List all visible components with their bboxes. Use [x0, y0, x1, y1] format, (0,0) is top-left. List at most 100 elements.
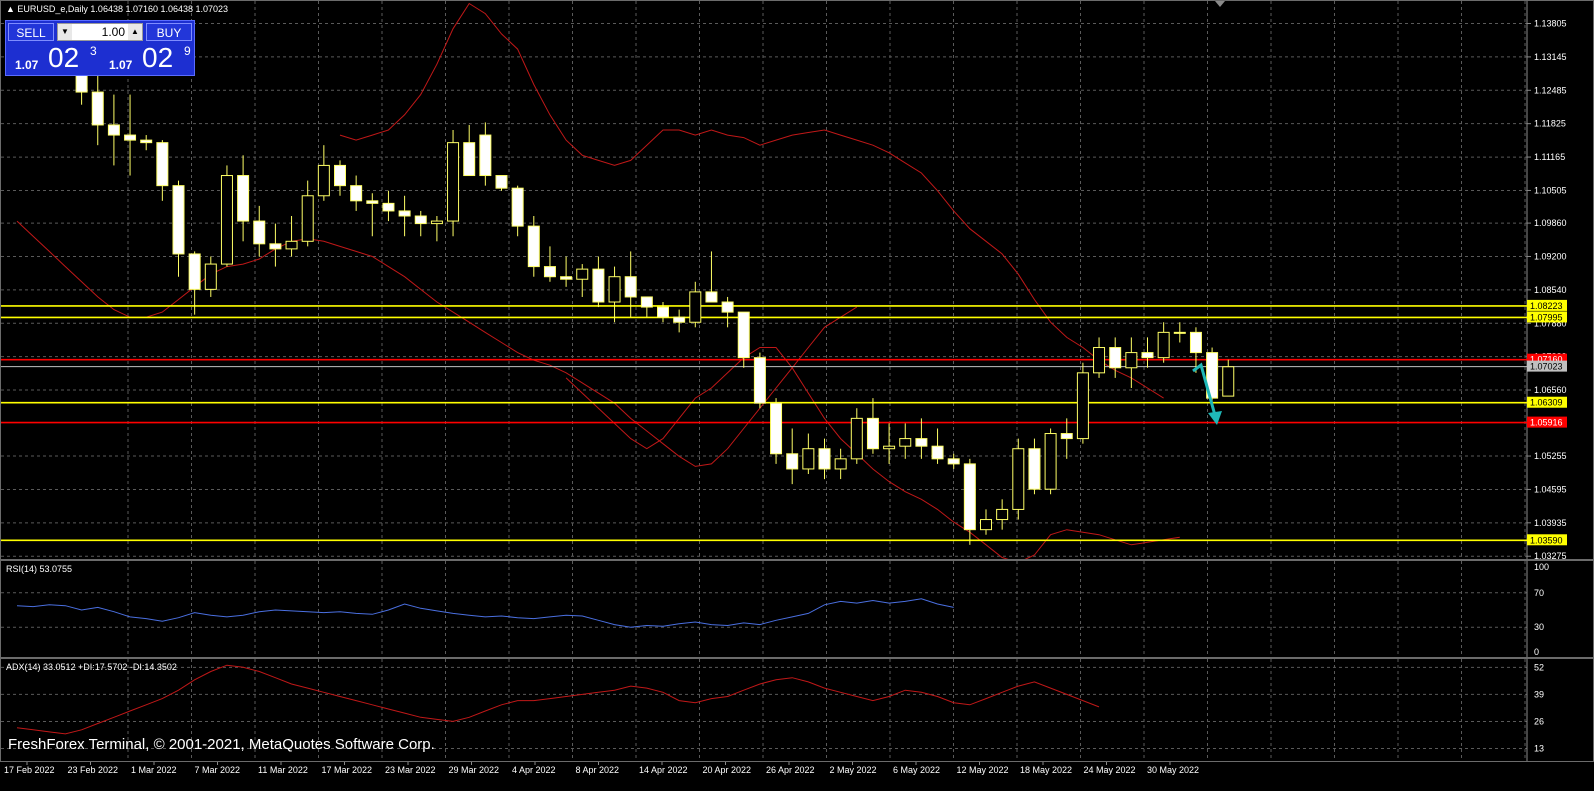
time-tick-label: 1 Mar 2022 — [131, 765, 177, 775]
price-tick-label: 1.10505 — [1534, 185, 1567, 195]
lot-size-input[interactable] — [73, 24, 127, 40]
price-tick-label: 1.06560 — [1534, 385, 1567, 395]
symbol-info-label: ▲ EURUSD_e,Daily 1.06438 1.07160 1.06438… — [6, 4, 229, 14]
time-tick-label: 17 Feb 2022 — [4, 765, 55, 775]
bollinger-upper-line — [339, 2, 1164, 399]
bear-candle — [592, 268, 605, 303]
rsi-level-label: 0 — [1534, 647, 1539, 657]
bear-candle — [237, 175, 250, 222]
one-click-trade-panel: SELL ▼ ▲ BUY 1.07 02 3 1.07 02 9 — [5, 20, 195, 76]
time-tick-label: 2 May 2022 — [830, 765, 877, 775]
time-tick-label: 29 Mar 2022 — [449, 765, 500, 775]
bull-candle — [1157, 331, 1170, 359]
buy-button[interactable]: BUY — [146, 23, 192, 41]
bear-candle — [350, 185, 363, 202]
rsi-pane[interactable]: 100 70 30 0 — [0, 560, 1594, 658]
time-tick-label: 20 Apr 2022 — [703, 765, 752, 775]
bull-candle — [980, 519, 992, 531]
bear-candle — [931, 445, 944, 460]
rsi-level-label: 30 — [1534, 622, 1544, 632]
buy-price[interactable]: 1.07 02 9 — [102, 42, 194, 75]
bull-candle — [1044, 433, 1057, 490]
bull-candle — [1222, 366, 1235, 397]
triangle-up-icon[interactable]: ▲ — [128, 24, 142, 40]
price-tick-label: 1.07880 — [1534, 318, 1567, 328]
bear-candle — [172, 185, 185, 255]
rsi-line — [16, 598, 954, 628]
bull-candle — [608, 276, 621, 303]
price-tag-label: 1.06309 — [1530, 398, 1563, 408]
price-tick-label: 1.05255 — [1534, 451, 1567, 461]
time-tick-label: 14 Apr 2022 — [639, 765, 688, 775]
bull-candle — [1012, 448, 1025, 510]
bear-candle — [1206, 352, 1219, 399]
sell-price-pips: 02 — [48, 42, 80, 73]
price-tag-label: 1.07160 — [1530, 355, 1563, 365]
bull-candle — [447, 142, 460, 222]
price-tick-label: 1.11825 — [1534, 119, 1566, 129]
adx-pane[interactable]: 52 39 26 13 — [0, 658, 1594, 762]
bull-candle — [430, 220, 443, 225]
bear-candle — [543, 266, 556, 278]
sell-price[interactable]: 1.07 02 3 — [8, 42, 100, 75]
adx-line — [16, 664, 1100, 735]
bull-candle — [883, 445, 896, 450]
bear-candle — [1060, 433, 1073, 440]
buy-price-pips: 02 — [142, 42, 174, 73]
sell-button[interactable]: SELL — [8, 23, 54, 41]
price-tag — [1527, 396, 1567, 408]
adx-level-label: 26 — [1534, 716, 1544, 726]
bull-candle — [285, 240, 298, 250]
bull-candle — [1173, 331, 1186, 334]
bear-candle — [91, 91, 104, 126]
time-tick-label: 12 May 2022 — [957, 765, 1009, 775]
price-tag — [1527, 416, 1567, 428]
bear-candle — [140, 139, 153, 144]
time-tick-label: 17 Mar 2022 — [322, 765, 373, 775]
rsi-canvas[interactable]: 100 70 30 0 — [1, 561, 1593, 657]
adx-level-label: 39 — [1534, 689, 1544, 699]
rsi-label: RSI(14) 53.0755 — [6, 564, 73, 574]
price-chart-pane[interactable]: 1.13805 1.13145 1.12485 1.11825 1.11165 1.105… — [0, 0, 1594, 560]
time-tick-label: 24 May 2022 — [1084, 765, 1136, 775]
time-tick-label: 4 Apr 2022 — [512, 765, 556, 775]
bear-candle — [624, 276, 637, 298]
bear-candle — [188, 253, 201, 290]
bull-candle — [301, 195, 314, 242]
bear-candle — [463, 142, 476, 177]
triangle-down-icon[interactable]: ▼ — [58, 24, 72, 40]
price-chart-canvas[interactable]: 1.13805 1.13145 1.12485 1.11825 1.11165 1.105… — [1, 1, 1593, 559]
bull-candle — [850, 417, 863, 460]
bear-candle — [560, 276, 573, 280]
time-tick-label: 18 May 2022 — [1020, 765, 1072, 775]
bear-candle — [737, 311, 750, 359]
bear-candle — [705, 291, 718, 303]
buy-price-prefix: 1.07 — [109, 58, 133, 72]
bear-candle — [334, 164, 346, 187]
bear-candle — [721, 301, 734, 313]
price-tag-label: 1.05916 — [1530, 418, 1563, 428]
bear-candle — [915, 438, 928, 447]
bear-candle — [269, 243, 282, 250]
bear-candle — [479, 134, 492, 177]
forecast-arrowhead-icon — [1208, 411, 1222, 425]
time-tick-label: 23 Feb 2022 — [68, 765, 119, 775]
bear-candle — [657, 306, 669, 318]
bear-candle — [640, 296, 653, 308]
price-tag — [1527, 311, 1567, 323]
time-axis: 17 Feb 2022 23 Feb 2022 1 Mar 2022 7 Mar 20… — [4, 762, 1199, 775]
bear-candle — [770, 402, 783, 455]
price-tick-label: 1.04595 — [1534, 484, 1567, 494]
adx-canvas[interactable]: 52 39 26 13 — [1, 659, 1593, 761]
bull-candle — [1125, 352, 1138, 369]
copyright-text: FreshForex Terminal, © 2001-2021, MetaQu… — [8, 736, 435, 753]
adx-label: ADX(14) 33.0512 +DI:17.5702 -DI:14.3502 — [6, 662, 177, 672]
time-tick-label: 26 Apr 2022 — [766, 765, 815, 775]
price-tag-label: 1.03590 — [1530, 535, 1563, 545]
price-tag-label: 1.08223 — [1530, 301, 1563, 311]
time-tick-label: 30 May 2022 — [1147, 765, 1199, 775]
bear-candle — [947, 458, 960, 465]
bear-candle — [786, 453, 799, 470]
bollinger-lower-line — [565, 347, 1180, 559]
price-tag-label: 1.07995 — [1530, 312, 1563, 322]
